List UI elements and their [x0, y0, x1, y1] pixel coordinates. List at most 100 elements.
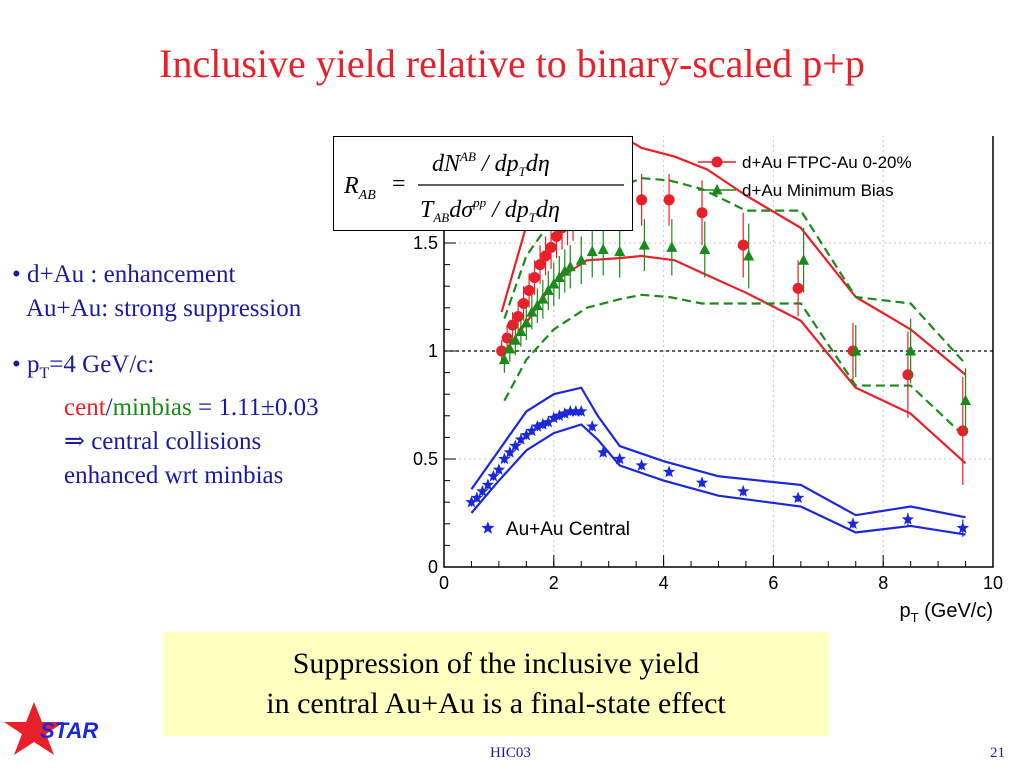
data-point: [663, 194, 675, 206]
data-point: [905, 345, 917, 356]
data-point: [512, 310, 524, 322]
y-tick-label: 1.5: [413, 233, 438, 253]
band-upper: [470, 386, 966, 519]
ratio-minbias: minbias: [112, 394, 192, 421]
data-point: [465, 495, 478, 508]
data-point: [613, 452, 626, 465]
formula-lhs: RAB: [343, 173, 376, 203]
data-point: [537, 293, 549, 304]
data-point: [514, 433, 527, 445]
data-point: [536, 417, 549, 430]
legend-label: d+Au FTPC-Au 0-20%: [742, 153, 912, 172]
data-point: [586, 420, 599, 432]
data-point: [509, 439, 522, 452]
y-tick-label: 0.5: [413, 449, 438, 469]
data-point: [559, 265, 571, 276]
ratio-slash: /: [105, 394, 113, 421]
data-point: [737, 239, 749, 251]
data-point: [569, 405, 582, 417]
bullet-auau-suppression: Au+Au: strong suppression: [26, 295, 302, 322]
data-point: [487, 469, 500, 482]
data-point: [518, 297, 530, 309]
data-point: [597, 446, 610, 458]
x-tick-label: 10: [983, 573, 1003, 593]
data-point: [540, 250, 552, 262]
data-point: [498, 452, 511, 465]
y-tick-label: 1: [428, 341, 438, 361]
data-point: [699, 243, 711, 254]
data-point: [695, 476, 709, 488]
data-point: [575, 405, 588, 417]
conclusion-line1: Suppression of the inclusive yield: [292, 647, 700, 680]
formula-denominator: TABdσpp / dpTdη: [420, 195, 560, 225]
legend-marker: [481, 521, 495, 534]
ratio-value: = 1.11±0.03: [191, 394, 319, 421]
star-logo-text: STAR: [40, 718, 98, 743]
data-point: [597, 243, 609, 254]
data-point: [743, 249, 755, 261]
formula-numerator: dNAB / dpTdη: [432, 149, 550, 179]
data-point: [564, 260, 576, 272]
bullet-central-collisions: ⇒ central collisions: [64, 428, 262, 455]
data-point: [551, 231, 563, 243]
ratio-cent: cent: [64, 394, 106, 421]
formula-equals: =: [392, 171, 406, 197]
data-point: [534, 259, 546, 271]
data-point: [501, 332, 513, 344]
data-point: [564, 405, 577, 417]
data-point: [553, 409, 566, 422]
data-point: [956, 521, 969, 534]
data-point: [558, 407, 571, 419]
data-point: [666, 241, 678, 252]
data-point: [542, 284, 554, 296]
data-point: [509, 334, 521, 345]
legend-marker: [711, 156, 723, 168]
data-point: [737, 484, 750, 497]
star-logo-icon: [4, 702, 64, 755]
data-point: [662, 465, 676, 478]
data-point: [529, 272, 541, 284]
x-tick-label: 4: [659, 573, 669, 593]
raa-formula-box: RAB = dNAB / dpTdη TABdσpp / dpTdη: [333, 136, 633, 231]
data-point: [498, 353, 510, 365]
data-point: [798, 254, 810, 265]
data-point: [635, 459, 648, 471]
data-point: [902, 369, 914, 381]
data-point: [792, 282, 804, 294]
legend-label: d+Au Minimum Bias: [742, 181, 894, 200]
star-logo: STAR: [4, 702, 98, 755]
data-point: [638, 239, 650, 250]
data-point: [586, 245, 598, 257]
slide-title: Inclusive yield relative to binary-scale…: [159, 41, 865, 86]
data-point: [957, 425, 969, 437]
data-point: [504, 342, 516, 354]
bullet-spacer: [12, 326, 319, 348]
data-point: [575, 254, 587, 265]
data-point: [636, 194, 648, 206]
data-point: [481, 478, 495, 491]
data-point: [470, 491, 484, 504]
data-point: [545, 241, 557, 253]
raa-formula: RAB = dNAB / dpTdη TABdσpp / dpTdη: [343, 149, 624, 225]
legend-label: Au+Au Central: [506, 519, 630, 540]
bullet-ratio: cent/minbias = 1.11±0.03: [12, 391, 319, 425]
data-point: [515, 325, 527, 337]
footer-page-number: 21: [990, 745, 1005, 761]
data-point: [548, 278, 560, 289]
x-tick-label: 8: [878, 573, 888, 593]
legend-marker: [711, 184, 723, 195]
data-point: [960, 394, 972, 406]
data-point: [531, 299, 543, 311]
data-point: [496, 345, 508, 357]
x-axis-label: pT (GeV/c): [899, 600, 993, 625]
data-point: [547, 411, 560, 424]
data-point: [850, 345, 862, 356]
data-point: [696, 207, 708, 219]
data-point: [791, 491, 805, 504]
data-point: [523, 285, 535, 297]
data-point: [526, 306, 538, 317]
bullet-pt-sub: T: [39, 365, 50, 382]
conclusion-line2: in central Au+Au is a final-state effect: [266, 687, 726, 720]
data-point: [901, 513, 915, 525]
